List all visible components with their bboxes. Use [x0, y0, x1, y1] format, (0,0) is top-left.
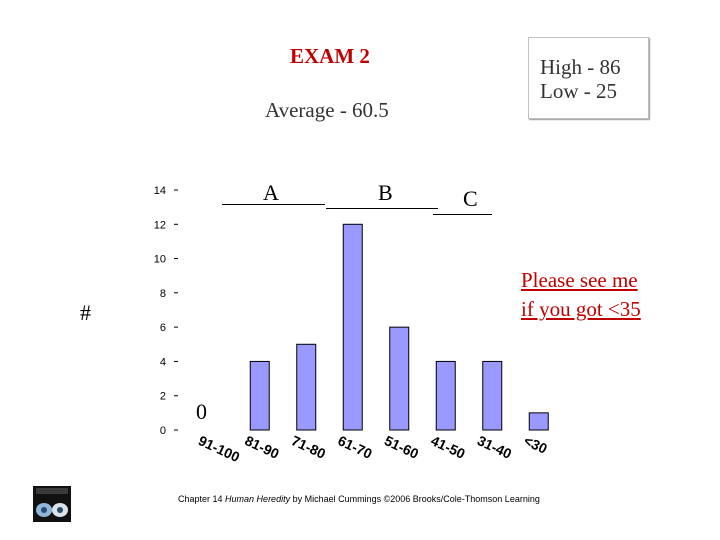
grade-c-label: C — [463, 186, 478, 211]
bar-<30 — [528, 412, 549, 431]
bar-81-90 — [249, 360, 270, 431]
y-tick-label: 6 — [160, 322, 166, 334]
y-tick-label: 14 — [154, 185, 166, 197]
x-tick-label: 61-70 — [335, 432, 374, 462]
average-label: Average - 60.5 — [265, 98, 389, 122]
x-tick-label: 91-100 — [196, 432, 242, 465]
footer-credit: Chapter 14 Human Heredity by Michael Cum… — [178, 494, 540, 504]
y-tick-label: 8 — [160, 288, 166, 300]
bar-41-50 — [435, 360, 456, 431]
high-label: High - 86 — [540, 55, 621, 79]
grade-c-range-line — [433, 214, 492, 215]
chart-title: EXAM 2 — [290, 44, 370, 68]
book-cover-thumbnail — [33, 486, 71, 522]
bar-71-80 — [296, 343, 317, 431]
bar-51-60 — [389, 326, 410, 431]
low-label: Low - 25 — [540, 79, 617, 103]
y-tick-label: 2 — [160, 391, 166, 403]
x-tick-label: 31-40 — [475, 432, 514, 462]
y-tick-label: 4 — [160, 356, 166, 368]
footer-suffix: by Michael Cummings ©2006 Brooks/Cole-Th… — [292, 494, 540, 504]
footer-prefix: Chapter 14 — [178, 494, 223, 504]
grade-b-range-line — [326, 208, 438, 209]
x-tick-label: <30 — [521, 432, 549, 457]
grade-a-range-line — [222, 204, 325, 205]
note-text: Please see me if you got <35 — [521, 266, 641, 324]
x-tick-label: 71-80 — [289, 432, 328, 462]
y-tick-label: 12 — [154, 219, 166, 231]
footer-book-title: Human Heredity — [225, 494, 291, 504]
zero-annotation: 0 — [196, 399, 207, 424]
x-tick-label: 51-60 — [382, 432, 421, 462]
y-tick-label: 10 — [154, 254, 166, 266]
y-axis-label: # — [80, 300, 91, 325]
x-tick-label: 41-50 — [428, 432, 467, 462]
x-tick-label: 81-90 — [242, 432, 281, 462]
note-line-2: if you got <35 — [521, 297, 641, 321]
bar-31-40 — [482, 360, 503, 431]
high-low-box: High - 86 Low - 25 — [528, 37, 649, 119]
y-tick-label: 0 — [160, 425, 166, 437]
bar-61-70 — [342, 223, 363, 431]
grade-a-label: A — [263, 180, 279, 205]
grade-b-label: B — [378, 180, 393, 205]
note-line-1: Please see me — [521, 268, 638, 292]
